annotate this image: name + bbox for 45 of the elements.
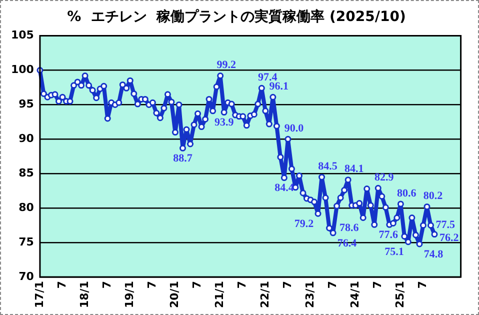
y-tick-label: 90 — [18, 132, 34, 146]
data-label: 99.2 — [216, 59, 236, 72]
data-label: 84.5 — [318, 160, 338, 172]
data-label: 78.6 — [339, 222, 360, 234]
x-tick-label: 7 — [280, 281, 294, 289]
x-tick-label: 24/1 — [348, 281, 362, 308]
x-tick-label: 23/1 — [303, 281, 316, 308]
data-label: 93.9 — [214, 116, 234, 129]
x-tick-label: 7 — [100, 281, 114, 289]
data-label: 74.8 — [424, 248, 444, 260]
data-label: 90.0 — [284, 122, 304, 135]
data-label: 80.6 — [397, 187, 417, 200]
x-tick-label: 7 — [190, 281, 204, 289]
x-tick-label: 7 — [146, 281, 159, 289]
x-tick-label: 17/1 — [32, 281, 46, 308]
y-tick-label: 85 — [18, 166, 34, 180]
y-tick-label: 105 — [10, 28, 34, 42]
x-tick-label: 22/1 — [258, 281, 272, 308]
x-tick-label: 18/1 — [78, 281, 91, 308]
data-label: 84.4 — [274, 182, 294, 194]
data-label: 84.1 — [344, 163, 364, 176]
data-label: 96.1 — [269, 80, 289, 92]
x-tick-label: 21/1 — [213, 281, 226, 308]
data-label: 88.7 — [173, 152, 193, 164]
x-tick-label: 25/1 — [394, 281, 407, 308]
data-label: 80.2 — [423, 190, 444, 202]
data-label: 82.9 — [374, 171, 394, 184]
x-tick-label: 19/1 — [123, 281, 136, 308]
x-tick-label: 7 — [326, 281, 339, 289]
x-tick-label: 7 — [236, 281, 249, 289]
x-tick-label: 7 — [55, 281, 68, 289]
y-tick-label: 100 — [10, 63, 34, 76]
data-label: 77.6 — [378, 228, 399, 241]
data-label: 79.2 — [294, 218, 314, 230]
data-label: 77.5 — [436, 219, 456, 232]
data-label: 75.1 — [384, 246, 404, 258]
y-tick-label: 75 — [18, 235, 34, 248]
x-tick-label: 20/1 — [168, 281, 182, 308]
x-tick-label: 7 — [370, 281, 384, 289]
y-tick-label: 95 — [18, 98, 34, 111]
y-tick-label: 70 — [18, 270, 34, 283]
y-tick-label: 80 — [18, 200, 34, 214]
chart-title: % エチレン 稼働プラントの実質稼働率 (2025/10) — [67, 8, 406, 26]
x-tick-label: 7 — [416, 281, 430, 289]
data-label: 76.2 — [440, 232, 460, 244]
